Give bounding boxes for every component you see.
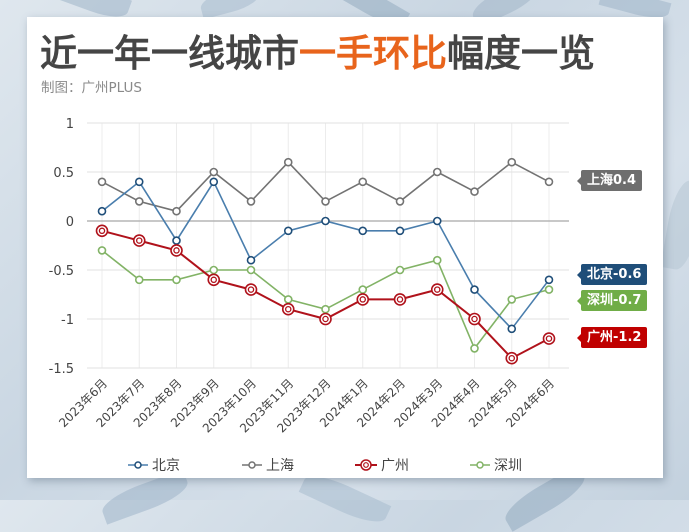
data-point-beijing (172, 236, 181, 245)
double-ring-marker-icon (355, 459, 377, 471)
data-point-shanghai (172, 206, 181, 216)
data-point-shanghai (283, 157, 293, 167)
data-point-inner-guangzhou (508, 354, 515, 362)
data-point-beijing (283, 226, 293, 236)
data-point-beijing (432, 216, 442, 226)
data-point-shenzhen (358, 285, 368, 294)
y-tick-label: 1 (66, 117, 74, 132)
data-point-shenzhen (172, 275, 181, 285)
data-point-shenzhen (395, 265, 405, 275)
chart-card: 近一年一线城市一手环比幅度一览 制图：广州PLUS 1 0.5 0 -0.5 -1 -1.… (27, 17, 663, 478)
data-point-inner-guangzhou (471, 315, 478, 323)
end-label-shanghai: 上海0.4 (576, 170, 643, 191)
data-point-shanghai (97, 177, 107, 187)
data-point-shenzhen (246, 265, 256, 275)
data-point-beijing (544, 275, 554, 285)
y-tick-label: -0.5 (49, 264, 74, 279)
line-marker-icon (470, 461, 490, 469)
title-text: 近一年一线城市 (40, 31, 299, 75)
legend-label: 广州 (381, 458, 409, 474)
data-point-inner-guangzhou (433, 286, 441, 293)
end-label-shenzhen: 深圳-0.7 (576, 290, 648, 311)
data-point-shanghai (358, 177, 368, 187)
legend-item-guangzhou[interactable]: 广州 (355, 455, 409, 475)
chart-subtitle: 制图：广州PLUS (41, 80, 142, 96)
data-point-shenzhen (470, 344, 479, 353)
data-point-beijing (358, 226, 368, 236)
y-tick-label: 0.5 (53, 166, 74, 181)
data-point-beijing (470, 285, 479, 294)
data-point-shenzhen (544, 285, 554, 294)
data-point-inner-guangzhou (396, 296, 404, 303)
data-point-shenzhen (321, 304, 330, 314)
data-point-shanghai (470, 187, 479, 196)
data-point-shanghai (544, 177, 554, 187)
data-point-shanghai (209, 167, 219, 177)
data-point-beijing (134, 177, 144, 187)
data-point-beijing (209, 177, 219, 187)
chart-legend: 北京 上海 广州 深圳 (27, 455, 663, 477)
data-point-beijing (97, 206, 107, 216)
data-point-shanghai (246, 197, 256, 206)
data-point-inner-guangzhou (359, 296, 366, 303)
background-leaf-decoration (660, 178, 689, 272)
data-point-beijing (395, 226, 405, 236)
data-point-inner-guangzhou (545, 335, 553, 342)
data-point-shanghai (321, 197, 330, 206)
data-point-shanghai (134, 197, 144, 206)
data-point-shenzhen (432, 255, 442, 265)
data-point-shenzhen (283, 295, 293, 304)
data-point-shenzhen (209, 265, 219, 275)
data-point-inner-guangzhou (322, 315, 329, 323)
data-point-shenzhen (97, 246, 107, 255)
data-point-inner-guangzhou (247, 286, 255, 293)
data-point-shanghai (432, 167, 442, 177)
data-point-shanghai (507, 157, 517, 167)
title-text-end: 幅度一览 (447, 31, 595, 75)
data-point-beijing (246, 255, 256, 265)
y-tick-label: -1.5 (49, 362, 74, 377)
legend-label: 北京 (152, 458, 180, 474)
data-point-shanghai (395, 197, 405, 206)
data-point-beijing (321, 216, 330, 226)
data-point-shenzhen (507, 295, 517, 304)
data-point-beijing (507, 324, 517, 334)
legend-item-beijing[interactable]: 北京 (128, 455, 180, 475)
data-point-inner-guangzhou (173, 247, 180, 254)
y-tick-label: 0 (66, 215, 74, 230)
line-marker-icon (128, 461, 148, 469)
data-point-inner-guangzhou (284, 305, 292, 313)
data-point-inner-guangzhou (136, 237, 143, 244)
y-tick-label: -1 (61, 313, 74, 328)
line-chart-plot: 10.50-0.5-1-1.52023年6月2023年7月2023年8月2023… (49, 117, 569, 435)
legend-item-shenzhen[interactable]: 深圳 (470, 455, 522, 475)
legend-item-shanghai[interactable]: 上海 (242, 455, 294, 475)
legend-label: 上海 (266, 458, 294, 474)
data-point-shenzhen (134, 275, 144, 285)
end-label-guangzhou: 广州-1.2 (576, 327, 648, 348)
chart-title: 近一年一线城市一手环比幅度一览 (40, 31, 595, 75)
data-point-inner-guangzhou (98, 227, 106, 235)
line-marker-icon (242, 461, 262, 469)
title-highlight-text: 一手环比 (299, 31, 447, 75)
legend-label: 深圳 (494, 458, 522, 474)
end-label-beijing: 北京-0.6 (576, 264, 648, 285)
data-point-inner-guangzhou (210, 276, 217, 284)
